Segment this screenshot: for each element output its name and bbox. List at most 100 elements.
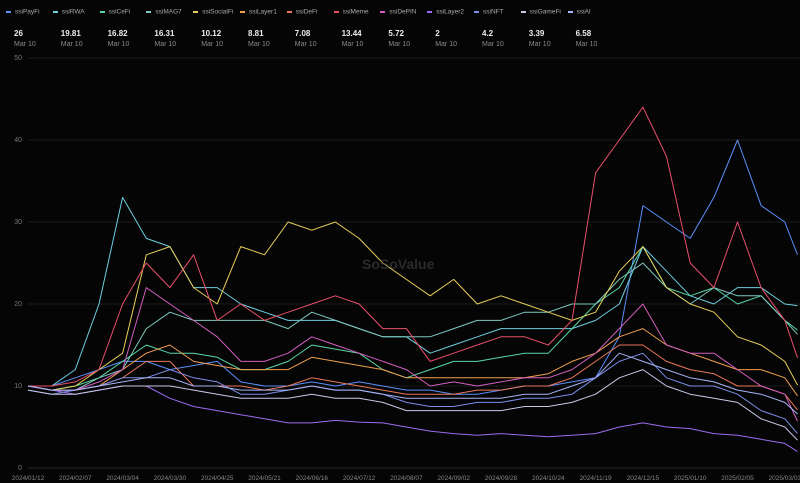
legend-value: 5.72 [388, 29, 404, 38]
legend-item-ssiSocialFi[interactable]: ssiSocialFi 10.12 Mar 10 [191, 3, 237, 48]
legend-swatch [240, 11, 245, 13]
legend-value: 13.44 [341, 29, 362, 38]
x-tick-label: 2024/02/07 [59, 475, 92, 482]
x-tick-label: 2024/07/12 [343, 475, 376, 482]
x-tick-label: 2025/02/05 [721, 475, 754, 482]
legend-label: ssiLayer2 [436, 8, 465, 16]
legend-value: 8.81 [248, 29, 264, 38]
legend-swatch [427, 11, 433, 13]
legend-label: ssiLayer1 [249, 8, 277, 16]
legend-value: 7.08 [294, 29, 311, 38]
legend-value: 26 [14, 29, 23, 38]
legend-item-ssiAI[interactable]: ssiAI 6.58 Mar 10 [566, 3, 612, 48]
legend-date: Mar 10 [575, 41, 598, 48]
x-tick-label: 2024/12/15 [627, 475, 660, 482]
legend-date: Mar 10 [341, 41, 364, 48]
legend-date: Mar 10 [107, 41, 130, 48]
series-line-ssiDeFi [27, 344, 798, 411]
legend-label: ssiPayFi [15, 8, 40, 16]
legend-value: 19.81 [60, 29, 81, 38]
series-line-ssiDePIN [27, 287, 798, 422]
y-tick-label: 30 [14, 219, 22, 226]
legend-date: Mar 10 [482, 41, 504, 48]
y-tick-label: 40 [14, 137, 22, 144]
legend-label: ssiGameFi [529, 8, 561, 16]
chart-legend: ssiPayFi 26 Mar 10 ssiRWA 19.81 Mar 10 ssiCeFi… [0, 0, 800, 48]
y-tick-label: 10 [14, 383, 22, 390]
x-tick-label: 2024/06/16 [296, 475, 329, 482]
legend-swatch [474, 11, 479, 13]
x-tick-label: 2025/03/03 [769, 475, 800, 482]
legend-item-ssiNFT[interactable]: ssiNFT 4.2 Mar 10 [472, 3, 518, 48]
legend-swatch [333, 11, 339, 13]
legend-value: 16.82 [107, 29, 128, 38]
legend-swatch [193, 11, 199, 13]
legend-label: ssiRWA [61, 8, 85, 16]
legend-label: ssiDePIN [389, 8, 417, 16]
x-tick-label: 2025/01/10 [674, 475, 707, 482]
legend-value: 3.39 [528, 29, 545, 38]
legend-value: 10.12 [201, 29, 222, 38]
x-tick-label: 2024/09/28 [485, 475, 518, 482]
legend-item-ssiRWA[interactable]: ssiRWA 19.81 Mar 10 [51, 3, 97, 48]
legend-value: 4.2 [482, 29, 494, 38]
legend-date: Mar 10 [435, 41, 457, 48]
legend-item-ssiGameFi[interactable]: ssiGameFi 3.39 Mar 10 [519, 3, 565, 48]
legend-label: ssiCeFi [108, 8, 131, 16]
series-line-ssiNFT [27, 352, 798, 434]
legend-date: Mar 10 [60, 41, 83, 48]
watermark-logo: SoSoValue [362, 256, 435, 272]
legend-item-ssiDePIN[interactable]: ssiDePIN 5.72 Mar 10 [378, 3, 424, 48]
legend-value: 2 [435, 29, 440, 38]
x-tick-label: 2024/09/02 [437, 475, 470, 482]
x-tick-label: 2024/01/12 [12, 475, 45, 482]
x-tick-label: 2024/04/25 [201, 475, 234, 482]
legend-item-ssiLayer1[interactable]: ssiLayer1 8.81 Mar 10 [238, 3, 284, 48]
legend-item-ssiLayer2[interactable]: ssiLayer2 2 Mar 10 [425, 3, 471, 48]
legend-label: ssiNFT [483, 8, 504, 16]
x-tick-label: 2024/10/24 [532, 475, 565, 482]
legend-date: Mar 10 [201, 41, 223, 48]
legend-swatch [567, 11, 573, 13]
legend-swatch [380, 11, 386, 13]
x-tick-label: 2024/05/21 [248, 475, 281, 482]
y-tick-label: 20 [14, 301, 22, 308]
series-line-ssiMeme [28, 106, 798, 387]
legend-swatch [6, 11, 11, 13]
legend-date: Mar 10 [248, 41, 270, 48]
series-line-ssiSocialFi [27, 221, 798, 391]
legend-item-ssiCeFi[interactable]: ssiCeFi 16.82 Mar 10 [98, 3, 144, 48]
legend-item-ssiPayFi[interactable]: ssiPayFi 26 Mar 10 [4, 3, 50, 48]
legend-label: ssiDeFi [295, 8, 318, 16]
y-tick-label: 0 [18, 465, 22, 472]
legend-item-ssiMeme[interactable]: ssiMeme 13.44 Mar 10 [332, 3, 378, 48]
x-tick-label: 2024/11/19 [580, 475, 612, 482]
legend-item-ssiMAG7[interactable]: ssiMAG7 16.31 Mar 10 [144, 3, 190, 48]
y-tick-label: 50 [14, 55, 22, 62]
legend-date: Mar 10 [388, 41, 411, 48]
x-tick-label: 2024/03/30 [154, 475, 187, 482]
legend-date: Mar 10 [528, 41, 551, 48]
legend-swatch [99, 11, 105, 13]
legend-label: ssiMeme [342, 8, 369, 16]
legend-date: Mar 10 [14, 41, 36, 48]
series-line-ssiAI [27, 352, 798, 415]
legend-date: Mar 10 [154, 41, 177, 48]
legend-value: 16.31 [154, 29, 175, 38]
legend-swatch [52, 11, 58, 13]
x-tick-label: 2024/03/04 [106, 475, 139, 482]
legend-swatch [146, 11, 152, 13]
legend-item-ssiDeFi[interactable]: ssiDeFi 7.08 Mar 10 [285, 3, 331, 48]
legend-value: 6.58 [575, 29, 592, 38]
legend-date: Mar 10 [294, 41, 317, 48]
legend-label: ssiMAG7 [155, 8, 182, 16]
series-line-ssiGameFi [27, 369, 798, 441]
x-tick-label: 2024/08/07 [390, 475, 423, 482]
series-line-ssiMAG7 [27, 262, 798, 391]
legend-swatch [520, 11, 526, 13]
legend-swatch [286, 11, 292, 13]
legend-label: ssiSocialFi [202, 8, 234, 16]
series-line-ssiPayFi [28, 139, 798, 395]
series-line-ssiLayer2 [27, 385, 798, 453]
